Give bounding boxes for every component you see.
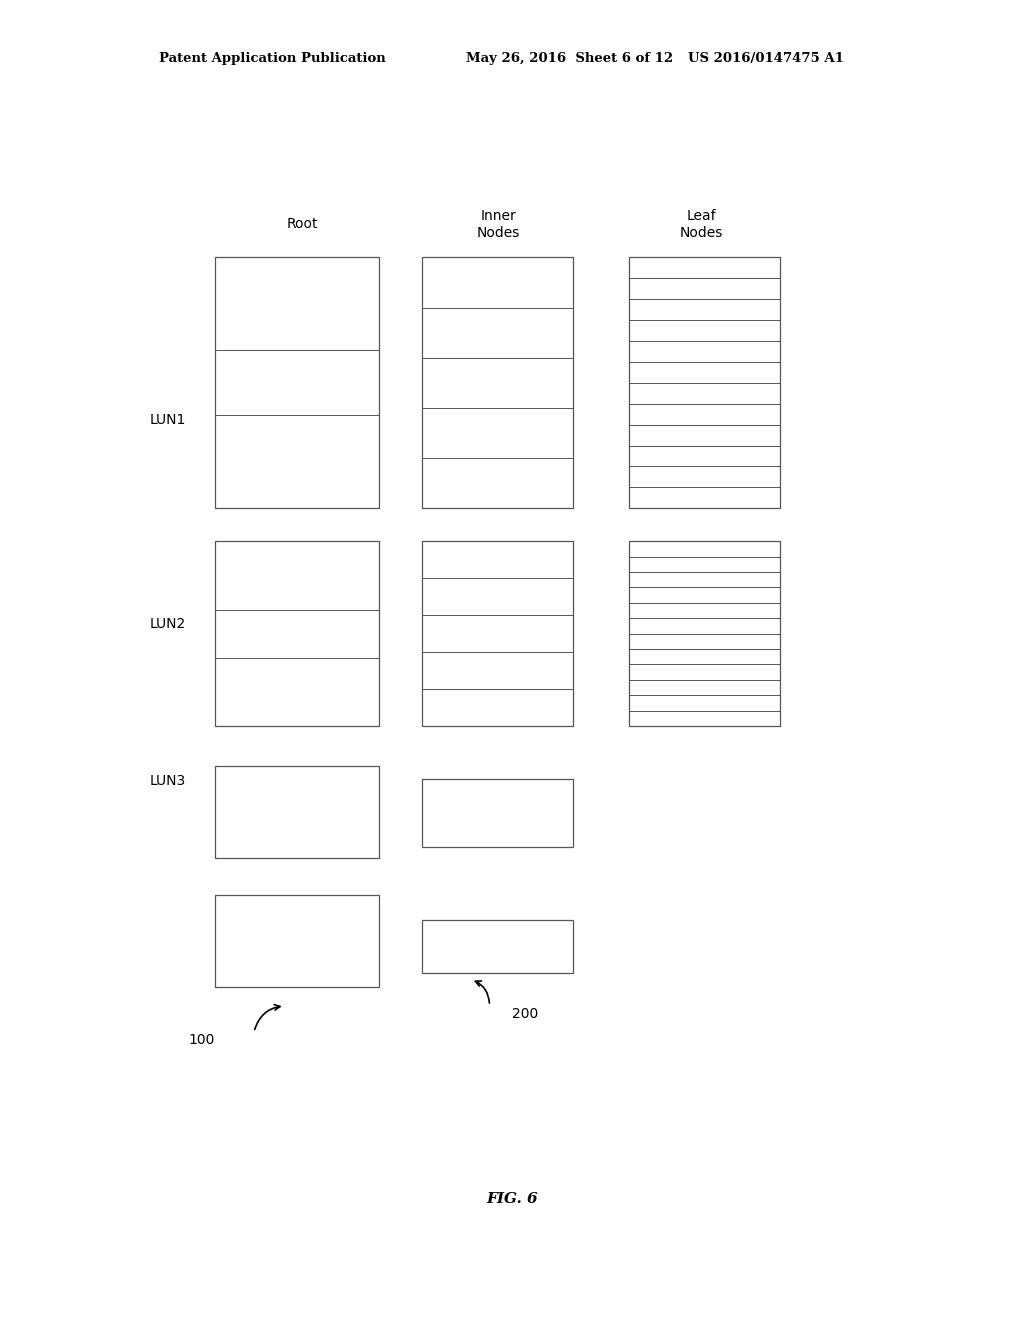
Bar <box>629 257 780 508</box>
Bar <box>422 779 573 847</box>
Text: LUN3: LUN3 <box>151 775 186 788</box>
Text: Inner
Nodes: Inner Nodes <box>477 209 520 240</box>
Text: FIG. 6: FIG. 6 <box>486 1192 538 1205</box>
Bar <box>629 541 780 726</box>
Bar <box>215 895 379 987</box>
Bar <box>215 766 379 858</box>
Bar <box>215 257 379 508</box>
Text: LUN2: LUN2 <box>151 618 186 631</box>
Bar <box>422 920 573 973</box>
Text: Leaf
Nodes: Leaf Nodes <box>680 209 723 240</box>
Text: 200: 200 <box>512 1007 539 1020</box>
Text: May 26, 2016  Sheet 6 of 12: May 26, 2016 Sheet 6 of 12 <box>466 51 673 65</box>
Bar <box>422 541 573 726</box>
Text: US 2016/0147475 A1: US 2016/0147475 A1 <box>688 51 844 65</box>
Bar <box>215 541 379 726</box>
Bar <box>422 257 573 508</box>
Text: Root: Root <box>287 218 317 231</box>
Text: 100: 100 <box>188 1034 215 1047</box>
Text: Patent Application Publication: Patent Application Publication <box>159 51 385 65</box>
Text: LUN1: LUN1 <box>150 413 186 426</box>
